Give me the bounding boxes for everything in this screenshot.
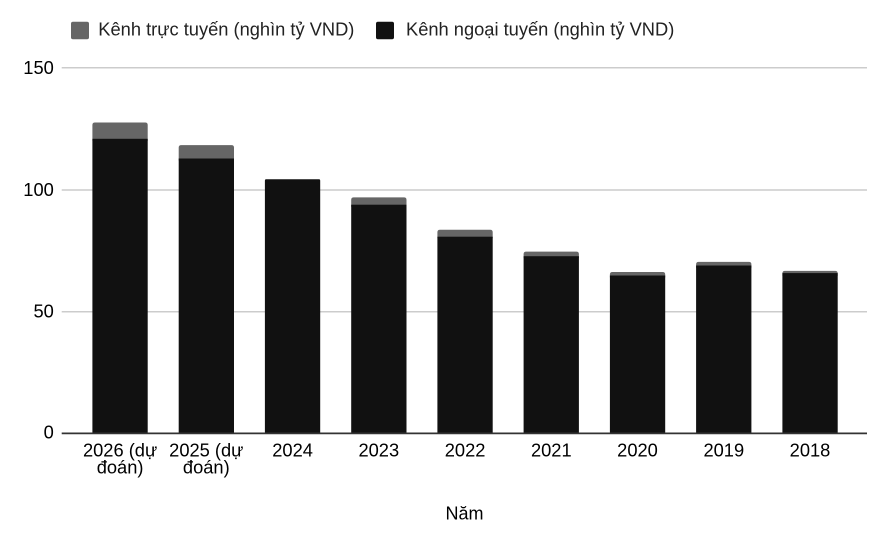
svg-text:2025 (dự: 2025 (dự: [169, 440, 243, 461]
svg-text:2019: 2019: [703, 440, 744, 461]
svg-text:Năm: Năm: [445, 504, 483, 524]
svg-text:2024: 2024: [272, 440, 313, 461]
svg-text:đoán): đoán): [183, 457, 230, 478]
svg-text:2022: 2022: [445, 440, 486, 461]
svg-text:2023: 2023: [358, 440, 399, 461]
svg-text:150: 150: [23, 57, 54, 78]
svg-text:0: 0: [44, 421, 54, 442]
svg-text:đoán): đoán): [97, 457, 144, 478]
svg-text:2021: 2021: [531, 440, 572, 461]
svg-text:2018: 2018: [790, 440, 831, 461]
svg-text:2026 (dự: 2026 (dự: [83, 440, 157, 461]
svg-text:Kênh ngoại tuyến (nghìn tỷ VND: Kênh ngoại tuyến (nghìn tỷ VND): [406, 18, 674, 39]
svg-text:100: 100: [23, 179, 54, 200]
svg-text:Kênh trực tuyến (nghìn tỷ VND): Kênh trực tuyến (nghìn tỷ VND): [98, 18, 354, 39]
svg-text:50: 50: [33, 301, 53, 322]
svg-text:2020: 2020: [617, 440, 658, 461]
